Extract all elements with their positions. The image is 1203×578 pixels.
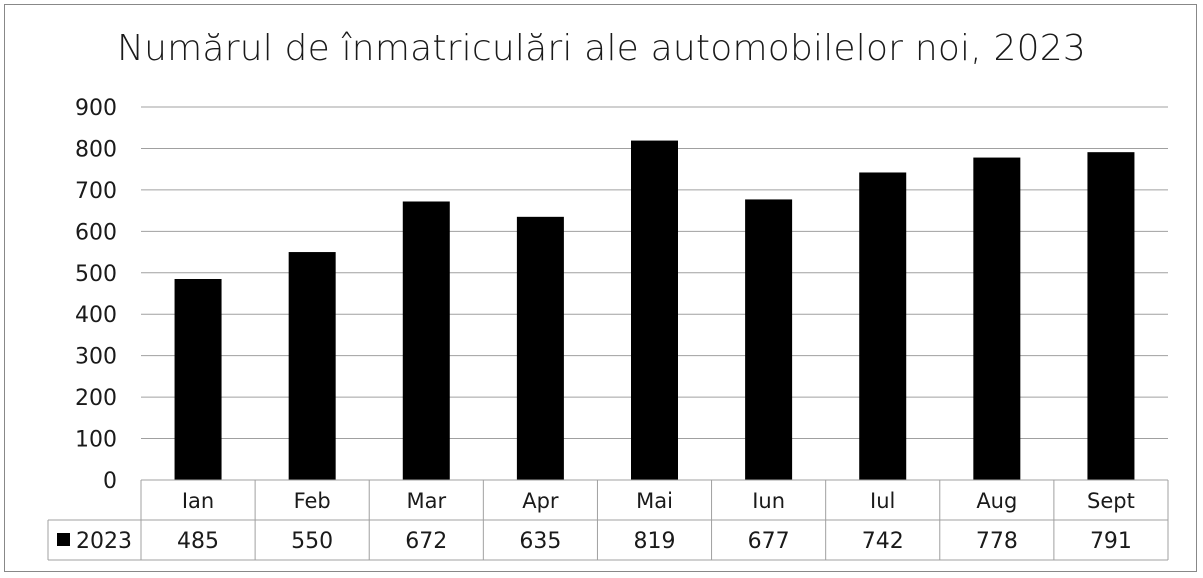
x-tick-label: Sept <box>1087 489 1135 513</box>
x-tick-label: Ian <box>182 489 214 513</box>
data-label: 819 <box>634 529 676 554</box>
x-tick-label: Mai <box>636 489 673 513</box>
bar <box>402 201 450 480</box>
data-label: 742 <box>862 529 904 554</box>
bar <box>516 216 564 481</box>
x-tick-label: Iun <box>752 489 785 513</box>
data-label: 791 <box>1090 529 1132 554</box>
bars <box>174 140 1135 481</box>
y-axis-ticks: 0 100 200 300 400 500 600 700 800 900 <box>75 96 117 494</box>
y-tick-label: 200 <box>75 386 117 411</box>
legend-swatch <box>57 533 70 546</box>
y-tick-label: 600 <box>75 220 117 245</box>
bar <box>859 172 907 480</box>
y-tick-label: 400 <box>75 303 117 328</box>
bar <box>1087 152 1135 480</box>
x-tick-label: Feb <box>294 489 331 513</box>
data-label: 635 <box>519 529 561 554</box>
data-label: 677 <box>748 529 790 554</box>
y-tick-label: 300 <box>75 345 117 370</box>
x-tick-label: Aug <box>976 489 1017 513</box>
bar <box>745 199 793 480</box>
y-tick-label: 100 <box>75 428 117 453</box>
data-label: 672 <box>405 529 447 554</box>
data-label: 550 <box>291 529 333 554</box>
y-tick-label: 0 <box>103 469 117 494</box>
bar <box>973 157 1021 480</box>
x-tick-label: Mar <box>406 489 446 513</box>
bar <box>174 278 222 480</box>
y-tick-label: 800 <box>75 137 117 162</box>
bar <box>631 140 678 480</box>
legend-label: 2023 <box>76 529 132 554</box>
data-table: Ian 485 Feb 550 Mar 672 Apr 635 Mai 819 Iun 677 Iul 7… <box>47 479 1169 561</box>
y-tick-label: 700 <box>75 179 117 204</box>
y-tick-label: 900 <box>75 96 117 121</box>
y-tick-label: 500 <box>75 262 117 287</box>
chart-title: Numărul de înmatriculări ale automobilel… <box>117 28 1086 69</box>
data-label: 778 <box>976 529 1018 554</box>
x-tick-label: Apr <box>522 489 559 513</box>
data-label: 485 <box>177 529 219 554</box>
bar <box>288 252 336 480</box>
x-tick-label: Iul <box>870 489 895 513</box>
